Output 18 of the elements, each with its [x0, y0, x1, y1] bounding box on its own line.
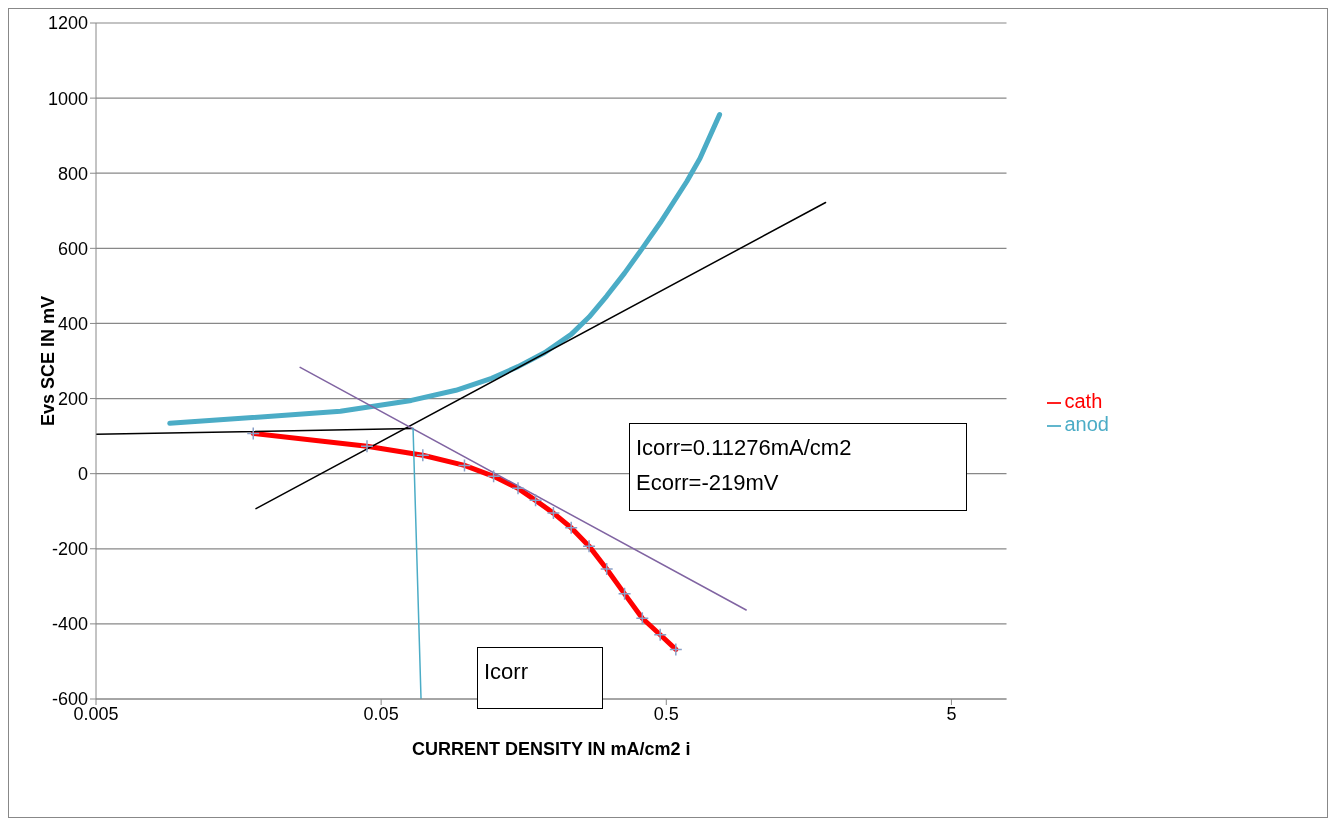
y-tick-label: -200 [51, 539, 88, 560]
legend-label: anod [1064, 413, 1109, 435]
y-tick-label: 600 [57, 238, 88, 259]
y-tick-label: 1000 [47, 88, 88, 109]
x-axis-title: CURRENT DENSITY IN mA/cm2 i [411, 739, 691, 759]
y-tick-label: 0 [77, 464, 88, 485]
x-tick-label: 0.5 [653, 703, 679, 724]
y-tick-label: 400 [57, 313, 88, 334]
y-tick-label: 200 [57, 388, 88, 409]
y-axis-title: Evs SCE IN mV [38, 295, 59, 427]
y-tick-label: 800 [57, 163, 88, 184]
legend-label: cath [1064, 390, 1103, 412]
note-box: Icorr [477, 647, 603, 709]
y-tick-label: -400 [51, 614, 88, 635]
note-box: Icorr=0.11276mA/cm2 Ecorr=-219mV [629, 423, 967, 511]
y-tick-label: 1200 [47, 13, 88, 34]
x-tick-label: 0.05 [363, 703, 399, 724]
x-tick-label: 5 [946, 703, 957, 724]
